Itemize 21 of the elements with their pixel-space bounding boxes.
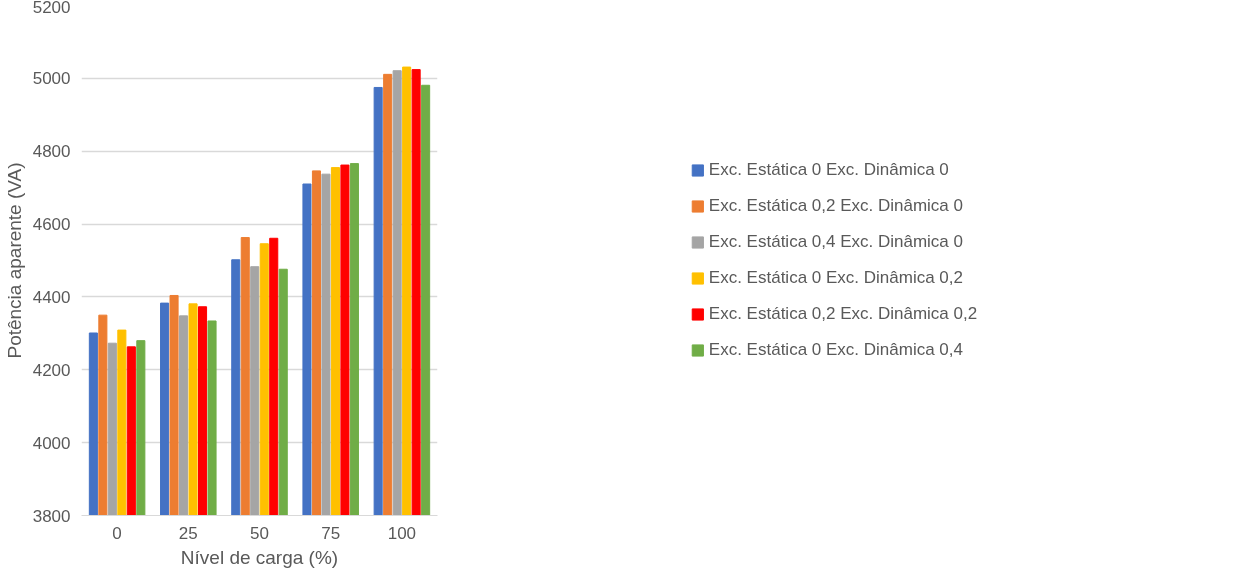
legend-label: Exc. Estática 0,2 Exc. Dinâmica 0 bbox=[708, 196, 963, 216]
x-tick-label: 100 bbox=[387, 523, 417, 543]
x-tick-label: 0 bbox=[112, 523, 122, 543]
y-tick-label: 4400 bbox=[32, 287, 71, 307]
y-tick-label: 4800 bbox=[32, 142, 71, 162]
legend-label: Exc. Estática 0 Exc. Dinâmica 0,4 bbox=[708, 340, 963, 360]
y-tick-label: 4600 bbox=[32, 215, 71, 235]
legend-label: Exc. Estática 0,4 Exc. Dinâmica 0 bbox=[708, 232, 963, 252]
y-tick-label: 4000 bbox=[32, 433, 71, 453]
legend-label: Exc. Estática 0 Exc. Dinâmica 0 bbox=[708, 160, 949, 180]
legend-label: Exc. Estática 0,2 Exc. Dinâmica 0,2 bbox=[708, 304, 978, 324]
y-tick-label: 5000 bbox=[32, 69, 71, 89]
y-tick-label: 5200 bbox=[32, 0, 71, 17]
x-axis-title: Nível de carga (%) bbox=[180, 546, 339, 568]
y-tick-label: 3800 bbox=[32, 506, 71, 526]
legend-label: Exc. Estática 0 Exc. Dinâmica 0,2 bbox=[708, 268, 963, 288]
x-tick-label: 50 bbox=[250, 523, 269, 543]
x-tick-label: 25 bbox=[178, 523, 198, 543]
y-axis-title: Potência aparente (VA) bbox=[3, 162, 25, 359]
x-tick-label: 75 bbox=[321, 523, 341, 543]
y-tick-label: 4200 bbox=[32, 360, 71, 380]
